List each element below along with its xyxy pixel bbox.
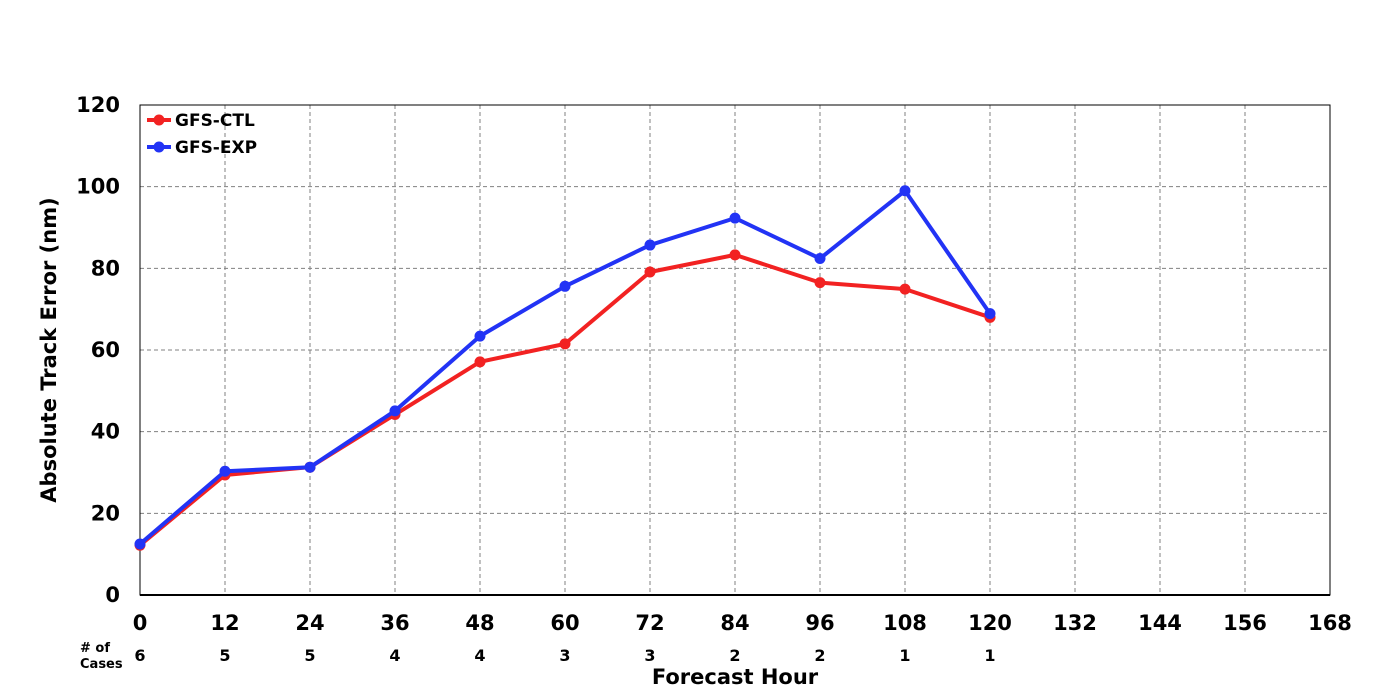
cases-title-line-2: Cases (80, 657, 123, 672)
y-tick-label: 100 (76, 175, 120, 199)
x-tick-label: 132 (1053, 611, 1097, 635)
x-tick-label: 108 (883, 611, 927, 635)
data-point (219, 465, 231, 477)
series-layer (134, 185, 996, 551)
y-tick-label: 0 (105, 583, 120, 607)
data-point (644, 239, 656, 251)
case-count-label: 3 (644, 646, 655, 665)
y-tick-label: 60 (91, 338, 120, 362)
data-point (899, 185, 911, 197)
data-point (474, 330, 486, 342)
x-tick-label: 48 (465, 611, 494, 635)
y-tick-label: 40 (91, 420, 120, 444)
case-count-label: 3 (559, 646, 570, 665)
legend-item: GFS-EXP (147, 138, 257, 158)
data-point (814, 253, 826, 265)
x-tick-label: 12 (210, 611, 239, 635)
legend-marker (153, 114, 165, 126)
x-tick-label: 72 (635, 611, 664, 635)
data-point (559, 338, 571, 350)
cases-row: # of Cases 6 5 5 4 4 3 3 2 2 1 1 (80, 641, 996, 672)
case-count-label: 2 (814, 646, 825, 665)
x-tick-label: 36 (380, 611, 409, 635)
case-count-label: 5 (219, 646, 230, 665)
data-point (134, 538, 146, 550)
legend-marker (153, 141, 165, 153)
legend-item: GFS-CTL (147, 111, 255, 131)
data-point (729, 212, 741, 224)
x-tick-label: 156 (1223, 611, 1267, 635)
data-point (899, 283, 911, 295)
grid (140, 105, 1330, 595)
case-count-label: 1 (984, 646, 995, 665)
case-count-label: 4 (474, 646, 485, 665)
legend-label: GFS-CTL (175, 111, 255, 131)
data-point (559, 280, 571, 292)
y-tick-label: 120 (76, 93, 120, 117)
x-tick-label: 120 (968, 611, 1012, 635)
data-point (729, 249, 741, 261)
x-tick-label: 168 (1308, 611, 1352, 635)
y-axis-title: Absolute Track Error (nm) (37, 197, 61, 502)
x-tick-label: 0 (133, 611, 148, 635)
x-tick-label: 60 (550, 611, 579, 635)
series-gfs-exp (134, 185, 996, 550)
y-tick-label: 20 (91, 501, 120, 525)
cases-title-line-1: # of (80, 641, 110, 656)
y-tick-label: 80 (91, 256, 120, 280)
data-point (814, 277, 826, 289)
case-count-label: 5 (304, 646, 315, 665)
data-point (389, 405, 401, 417)
x-axis-title: Forecast Hour (652, 665, 819, 689)
legend: GFS-CTL GFS-EXP (147, 111, 257, 158)
data-point (644, 266, 656, 278)
legend-label: GFS-EXP (175, 138, 257, 158)
x-tick-label: 24 (295, 611, 324, 635)
case-count-label: 2 (729, 646, 740, 665)
case-count-label: 1 (899, 646, 910, 665)
case-count-label: 4 (389, 646, 400, 665)
x-tick-label: 84 (720, 611, 749, 635)
data-point (984, 308, 996, 320)
case-count-label: 6 (134, 646, 145, 665)
data-point (474, 356, 486, 368)
x-tick-label: 96 (805, 611, 834, 635)
x-tick-label: 144 (1138, 611, 1182, 635)
data-point (304, 461, 316, 473)
axis-tick-labels: 0 12 24 36 48 60 72 84 96 108 120 132 144 156 168 0 20 40… (76, 93, 1352, 635)
